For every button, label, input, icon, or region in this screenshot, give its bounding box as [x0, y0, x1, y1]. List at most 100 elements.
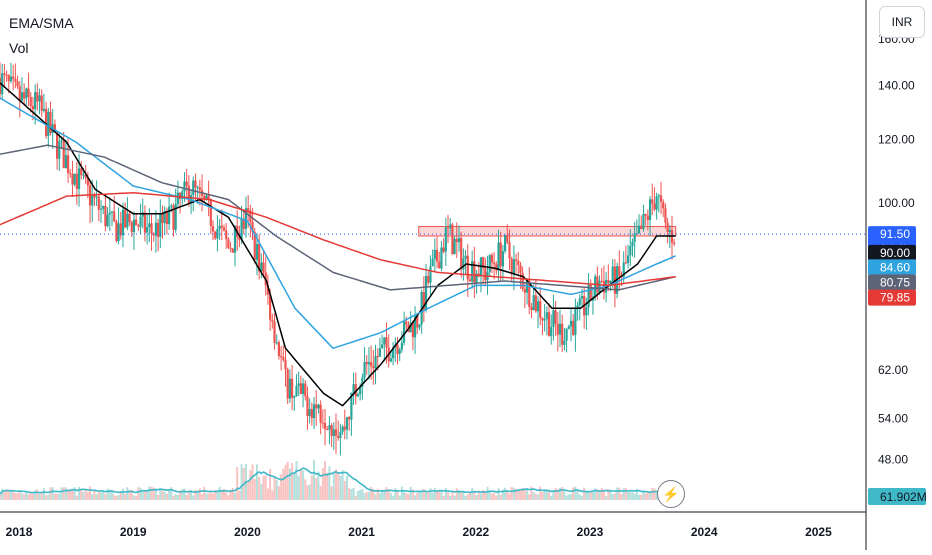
candle-body [137, 225, 140, 227]
candle-body [631, 241, 634, 247]
candle-body [383, 337, 386, 345]
volume-bar [537, 494, 540, 500]
volume-bar [121, 488, 124, 500]
candle-body [53, 124, 57, 133]
volume-bar [146, 489, 149, 500]
candle-body [556, 323, 559, 335]
candle-body [659, 195, 663, 202]
candle-body [196, 187, 199, 189]
volume-bar [565, 495, 568, 500]
volume-bar [42, 488, 45, 500]
volume-bar [543, 489, 546, 500]
candle-body [561, 323, 564, 345]
volume-bar [119, 491, 122, 500]
volume-bar [49, 487, 52, 500]
candle-body [530, 306, 533, 310]
candle-body [363, 361, 366, 378]
volume-bar [444, 487, 447, 500]
volume-bar [179, 490, 182, 500]
candle-body [319, 404, 322, 423]
volume-bar [341, 470, 344, 500]
candle-body [174, 204, 177, 230]
candle-layer [0, 62, 676, 456]
candle-body [413, 316, 417, 338]
candle-body [253, 231, 256, 260]
volume-bar [205, 493, 208, 500]
volume-bar [523, 489, 526, 500]
candle-body [115, 221, 118, 242]
candle-body [27, 88, 30, 97]
candle-body [624, 262, 627, 264]
volume-bar [128, 490, 131, 500]
volume-bar [464, 495, 467, 500]
candle-body [416, 316, 419, 328]
volume-bar [207, 493, 210, 500]
volume-bar [62, 487, 65, 500]
candle-body [402, 321, 406, 343]
moving-averages-layer [0, 82, 676, 407]
volume-bar [154, 488, 157, 500]
volume-bar [249, 470, 252, 500]
volume-bar [337, 472, 340, 500]
volume-bar [359, 489, 362, 500]
legend-volume[interactable]: Vol [9, 40, 29, 56]
volume-bar [78, 486, 81, 500]
volume-bar [14, 492, 17, 500]
volume-bar [174, 493, 177, 500]
volume-bar [475, 495, 478, 500]
candle-body [97, 196, 100, 210]
volume-bar [7, 491, 10, 500]
candle-body [460, 238, 463, 270]
candle-body [269, 294, 272, 320]
volume-bar [633, 493, 636, 500]
candle-body [323, 422, 327, 430]
candle-body [626, 255, 630, 264]
candle-body [16, 81, 19, 87]
candle-body [655, 196, 658, 210]
volume-bar [198, 488, 201, 500]
price-tick-label: 48.00 [878, 453, 908, 467]
candle-body [82, 174, 85, 176]
candle-body [297, 383, 300, 386]
volume-bar [607, 489, 610, 500]
last-price-tag: 91.50 [880, 227, 910, 241]
volume-bar [477, 490, 480, 500]
candle-body [139, 216, 142, 227]
volume-bar [152, 487, 155, 500]
candle-body [365, 361, 368, 365]
volume-bar [231, 487, 234, 500]
volume-bar [159, 489, 162, 500]
currency-button[interactable]: INR [879, 6, 925, 38]
candle-body [47, 111, 50, 137]
candle-body [99, 208, 103, 210]
candle-body [473, 261, 476, 283]
volume-bar [618, 487, 621, 500]
candle-body [457, 238, 461, 243]
volume-bar [203, 486, 206, 500]
volume-bar [29, 491, 32, 500]
volume-bar [36, 489, 39, 500]
candle-body [563, 340, 566, 345]
candle-body [339, 431, 342, 438]
candle-body [578, 298, 581, 306]
candle-body [227, 239, 230, 248]
volume-bar [495, 495, 498, 500]
volume-bar [365, 492, 368, 500]
volume-bar [233, 492, 236, 500]
candle-body [409, 322, 412, 333]
candle-body [64, 155, 67, 169]
volume-bar [442, 495, 445, 500]
volume-bar [170, 487, 173, 500]
candle-body [673, 242, 676, 245]
lightning-bolt-icon[interactable]: ⚡ [657, 480, 685, 508]
price-tick-label: 62.00 [878, 363, 908, 377]
volume-bar [655, 490, 658, 500]
candle-body [1, 73, 4, 95]
candle-body [594, 276, 597, 297]
volume-bar [457, 490, 460, 500]
volume-bar [363, 493, 366, 500]
candle-body [330, 425, 333, 437]
legend-indicator[interactable]: EMA/SMA [9, 15, 74, 31]
